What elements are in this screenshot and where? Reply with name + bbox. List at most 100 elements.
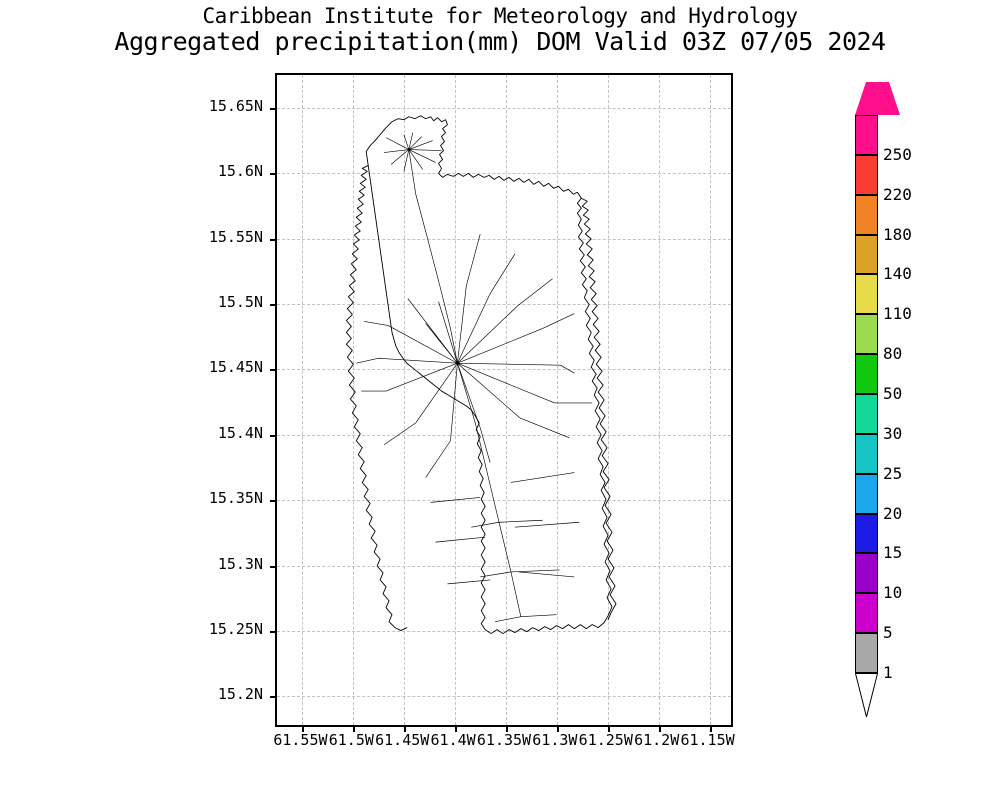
colorbar-band-1 xyxy=(855,633,878,673)
x-axis-tick xyxy=(455,725,458,732)
y-axis-label: 15.45N xyxy=(208,358,263,377)
y-axis-label: 15.65N xyxy=(208,96,263,115)
product-title: Aggregated precipitation(mm) DOM Valid 0… xyxy=(114,27,886,56)
watershed-north-radial xyxy=(384,132,442,172)
x-axis-label: 61.15W xyxy=(680,731,735,749)
colorbar-label-110: 110 xyxy=(883,304,912,324)
x-axis-label: 61.4W xyxy=(430,731,476,749)
colorbar-label-10: 10 xyxy=(883,583,903,603)
colorbar-band-180 xyxy=(855,194,878,235)
x-axis-tick xyxy=(353,725,356,732)
x-axis-tick xyxy=(658,725,661,732)
colorbar-label-220: 220 xyxy=(883,184,912,204)
watershed-south-basins xyxy=(471,519,560,622)
watershed-east-basins xyxy=(466,233,593,578)
colorbar-band-20 xyxy=(855,473,878,514)
colorbar-label-140: 140 xyxy=(883,264,912,284)
x-axis-tick xyxy=(302,725,305,732)
precipitation-colorbar: 1 5 10 15 20 25 30 50 80 110 140 180 220 250 xyxy=(854,82,912,718)
gridline-horizontal xyxy=(277,500,731,502)
gridline-vertical xyxy=(404,75,406,725)
institute-title: Caribbean Institute for Meteorology and … xyxy=(202,4,798,28)
gridline-horizontal xyxy=(277,238,731,240)
colorbar-band-220 xyxy=(855,154,878,195)
y-axis-label: 15.25N xyxy=(208,619,263,638)
colorbar-band-80 xyxy=(855,314,878,355)
gridline-horizontal xyxy=(277,173,731,175)
x-axis-label: 61.5W xyxy=(328,731,374,749)
colorbar-band-250 xyxy=(855,115,878,155)
gridline-horizontal xyxy=(277,107,731,109)
y-axis-tick xyxy=(270,696,277,699)
y-axis-tick xyxy=(270,630,277,633)
colorbar-label-1: 1 xyxy=(883,663,893,682)
x-axis-label: 61.55W xyxy=(273,731,328,749)
colorbar-label-180: 180 xyxy=(883,224,912,244)
colorbar-overflow-arrow xyxy=(855,82,900,115)
coastline-group xyxy=(345,115,617,635)
x-axis-label: 61.45W xyxy=(375,731,430,749)
map-plot-frame xyxy=(270,73,733,732)
y-axis-tick xyxy=(270,238,277,241)
island-outline xyxy=(365,115,613,635)
watershed-boundaries-group xyxy=(356,132,593,622)
colorbar-band-15 xyxy=(855,513,878,554)
colorbar-label-250: 250 xyxy=(883,144,912,164)
colorbar-underflow-arrow xyxy=(854,673,879,718)
gridline-vertical xyxy=(556,75,558,725)
x-axis-tick xyxy=(404,725,407,732)
watershed-central-radial xyxy=(378,285,561,441)
y-axis-tick xyxy=(270,303,277,306)
gridline-vertical xyxy=(506,75,507,725)
y-axis-label: 15.4N xyxy=(217,423,263,442)
x-axis-tick xyxy=(607,725,610,732)
watershed-west-basins xyxy=(356,321,491,585)
y-axis-tick xyxy=(270,107,277,110)
colorbar-label-50: 50 xyxy=(883,384,903,403)
colorbar-label-30: 30 xyxy=(883,423,903,443)
gridline-vertical xyxy=(607,75,609,725)
colorbar-label-15: 15 xyxy=(883,543,903,563)
y-axis-label: 15.3N xyxy=(217,554,263,573)
y-axis-tick xyxy=(270,173,277,176)
x-axis-label: 61.2W xyxy=(634,731,680,749)
colorbar-band-50 xyxy=(855,354,878,394)
colorbar-band-110 xyxy=(855,274,878,315)
gridline-horizontal xyxy=(277,434,731,436)
gridline-horizontal xyxy=(277,630,731,632)
gridline-horizontal xyxy=(277,696,731,698)
dominica-map xyxy=(277,75,731,725)
colorbar-label-20: 20 xyxy=(883,503,903,523)
title-block: Caribbean Institute for Meteorology and … xyxy=(0,4,1000,56)
y-axis-label: 15.6N xyxy=(217,162,263,181)
coastline-and-watersheds-svg xyxy=(345,115,617,635)
x-axis-tick xyxy=(506,725,508,732)
colorbar-label-25: 25 xyxy=(883,463,903,483)
colorbar-band-10 xyxy=(855,553,878,594)
colorbar-band-5 xyxy=(855,593,878,634)
y-axis-label: 15.2N xyxy=(217,685,263,704)
gridline-vertical xyxy=(658,75,660,725)
x-axis-tick xyxy=(709,725,712,732)
x-axis-label: 61.3W xyxy=(532,731,578,749)
x-axis-label: 61.25W xyxy=(578,731,633,749)
watershed-main-divide xyxy=(408,149,522,617)
west-coast-detail xyxy=(345,164,408,632)
gridline-horizontal xyxy=(277,369,731,371)
colorbar-band-140 xyxy=(855,234,878,275)
gridline-vertical xyxy=(302,75,304,725)
y-axis-label: 15.35N xyxy=(208,489,263,508)
x-axis-label: 61.35W xyxy=(476,731,532,749)
y-axis-tick xyxy=(270,500,277,503)
colorbar-label-80: 80 xyxy=(883,344,903,364)
y-axis-label: 15.55N xyxy=(208,227,263,246)
gridline-horizontal xyxy=(277,303,731,305)
gridline-vertical xyxy=(353,75,355,725)
gridline-horizontal xyxy=(277,565,731,567)
colorbar-label-5: 5 xyxy=(883,623,893,643)
colorbar-band-30 xyxy=(855,394,878,434)
y-axis-tick xyxy=(270,434,277,437)
colorbar-band-25 xyxy=(855,433,878,474)
east-coast-detail xyxy=(580,197,617,621)
y-axis-label: 15.5N xyxy=(217,292,263,311)
